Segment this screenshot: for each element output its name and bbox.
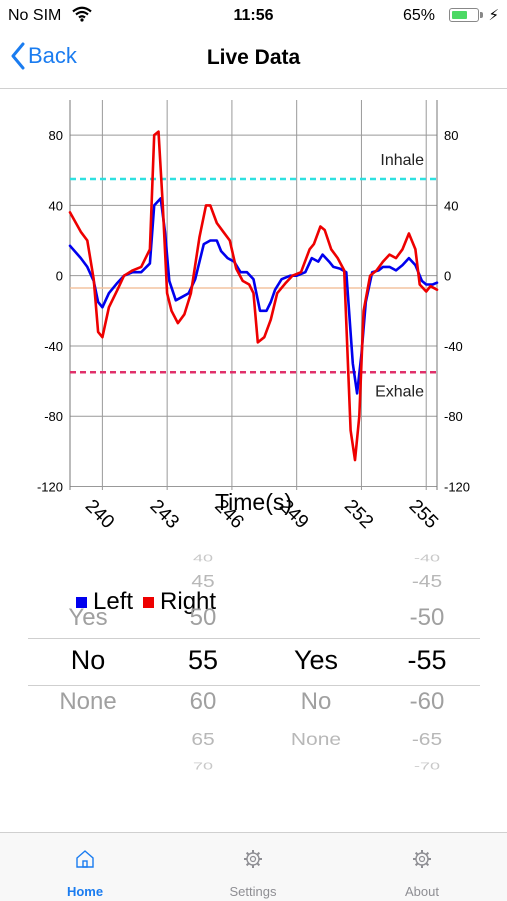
- threshold-picker[interactable]: Yes No None 40 45 50 55 60 65 70 Yes No None -40 -45 -5…: [28, 538, 480, 780]
- picker-option[interactable]: -45: [411, 571, 443, 592]
- y-tick-label-right: -120: [444, 479, 470, 494]
- back-label: Back: [28, 43, 77, 68]
- chevron-left-icon: [11, 42, 25, 70]
- legend-swatch: [143, 596, 155, 608]
- picker-selection-bottom: [28, 685, 480, 686]
- y-tick-label-right: 40: [444, 198, 458, 213]
- charging-icon: ⚡: [488, 7, 499, 24]
- picker-option[interactable]: -50: [409, 604, 445, 631]
- picker-selected-option[interactable]: No: [70, 645, 106, 675]
- picker-selected-option[interactable]: -55: [407, 645, 447, 675]
- x-tick-label: 255: [405, 496, 442, 533]
- picker-column-1[interactable]: Yes No None: [28, 538, 148, 780]
- navigation-bar: Back Live Data: [0, 30, 507, 89]
- tab-bar: Home Settings About: [0, 832, 507, 901]
- gear-icon: [243, 849, 263, 872]
- battery-percent: 65%: [402, 7, 435, 24]
- picker-option[interactable]: Yes: [68, 604, 108, 631]
- picker-option[interactable]: 70: [192, 760, 214, 772]
- page-title: Live Data: [206, 46, 301, 69]
- picker-option[interactable]: 40: [192, 552, 214, 564]
- tab-label: Settings: [229, 884, 277, 899]
- picker-option[interactable]: None: [290, 729, 342, 750]
- back-button[interactable]: Back: [10, 42, 77, 70]
- tab-label: Home: [66, 884, 104, 899]
- battery-icon: [449, 8, 483, 22]
- picker-option[interactable]: 45: [191, 571, 215, 592]
- x-tick-label: 252: [340, 496, 377, 533]
- live-data-chart: 80 80 40 40 0 0 -40 -40 -80 -80 -120 -120 Inhale Exha…: [37, 100, 470, 533]
- status-bar: No SIM 11:56 65% ⚡: [0, 0, 507, 30]
- gear-icon: [412, 849, 432, 872]
- legend-label: Left: [93, 588, 134, 615]
- wifi-icon: [72, 6, 92, 27]
- x-tick-label: 243: [146, 496, 183, 533]
- tab-about[interactable]: About: [362, 833, 482, 901]
- picker-column-4[interactable]: -40 -45 -50 -55 -60 -65 -70: [374, 538, 480, 780]
- y-tick-label-right: 0: [444, 269, 451, 284]
- y-tick-label-right: -80: [444, 409, 463, 424]
- carrier-label: No SIM: [8, 7, 62, 24]
- picker-option[interactable]: -70: [413, 760, 440, 772]
- clock: 11:56: [233, 7, 274, 24]
- picker-selection-top: [28, 638, 480, 639]
- y-tick-label-left: -80: [44, 409, 63, 424]
- picker-option[interactable]: 60: [189, 688, 217, 715]
- home-icon: [75, 849, 95, 872]
- y-tick-label-right: 80: [444, 128, 458, 143]
- y-tick-label-left: 40: [49, 198, 63, 213]
- picker-selected-option[interactable]: Yes: [293, 645, 339, 675]
- legend-label: Right: [160, 588, 217, 615]
- picker-option[interactable]: -60: [409, 688, 445, 715]
- y-tick-label-left: 0: [56, 269, 63, 284]
- tab-label: About: [405, 884, 439, 899]
- x-axis-title: Time(s): [215, 489, 292, 515]
- picker-column-3[interactable]: Yes No None: [261, 538, 371, 780]
- tab-settings[interactable]: Settings: [193, 833, 313, 901]
- threshold-label-1: Exhale: [375, 383, 424, 400]
- y-tick-label-left: 80: [49, 128, 63, 143]
- y-tick-label-right: -40: [444, 339, 463, 354]
- legend-swatch: [76, 596, 87, 608]
- picker-option[interactable]: 65: [191, 729, 215, 750]
- picker-option[interactable]: -40: [413, 552, 440, 564]
- threshold-label-0: Inhale: [380, 152, 424, 169]
- series-right-line: [68, 130, 439, 462]
- legend-item-left: Left: [76, 588, 133, 616]
- tab-home[interactable]: Home: [25, 833, 145, 901]
- series-left-line: [68, 197, 439, 395]
- chart-legend: Left Right: [76, 588, 226, 616]
- picker-option[interactable]: 50: [189, 604, 217, 631]
- picker-option[interactable]: No: [300, 688, 332, 715]
- y-tick-label-left: -40: [44, 339, 63, 354]
- picker-selected-option[interactable]: 55: [187, 645, 219, 675]
- x-tick-label: 240: [81, 496, 118, 533]
- legend-item-right: Right: [143, 588, 216, 616]
- picker-option[interactable]: None: [59, 688, 117, 715]
- picker-column-2[interactable]: 40 45 50 55 60 65 70: [153, 538, 253, 780]
- y-tick-label-left: -120: [37, 479, 63, 494]
- picker-option[interactable]: -65: [411, 729, 443, 750]
